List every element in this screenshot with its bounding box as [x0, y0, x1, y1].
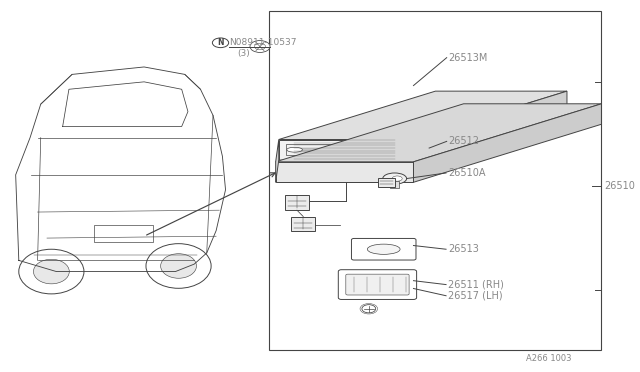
Polygon shape — [276, 162, 413, 182]
Ellipse shape — [287, 147, 303, 152]
Bar — [378, 178, 396, 187]
Bar — [285, 195, 309, 210]
Text: 26517 (LH): 26517 (LH) — [448, 291, 502, 301]
Circle shape — [212, 38, 228, 48]
Polygon shape — [410, 91, 567, 160]
Bar — [385, 133, 407, 140]
Text: N08911-10537: N08911-10537 — [228, 38, 296, 47]
Polygon shape — [413, 104, 602, 182]
Text: 26513M: 26513M — [448, 53, 487, 62]
Ellipse shape — [19, 249, 84, 294]
Text: 26510: 26510 — [605, 181, 636, 191]
Text: (3): (3) — [237, 49, 250, 58]
Polygon shape — [276, 104, 602, 162]
Polygon shape — [279, 91, 567, 140]
Bar — [390, 181, 399, 188]
Ellipse shape — [33, 259, 69, 284]
Ellipse shape — [383, 173, 406, 184]
Text: N: N — [217, 38, 224, 47]
Bar — [269, 11, 602, 350]
Ellipse shape — [146, 244, 211, 288]
Ellipse shape — [392, 176, 402, 181]
FancyBboxPatch shape — [351, 238, 416, 260]
Bar — [94, 225, 154, 242]
Polygon shape — [276, 140, 279, 182]
Polygon shape — [294, 149, 395, 151]
Circle shape — [362, 305, 376, 313]
Text: 26512: 26512 — [448, 137, 479, 146]
Text: 26511 (RH): 26511 (RH) — [448, 280, 504, 289]
Text: A266 1003: A266 1003 — [526, 354, 572, 363]
Circle shape — [250, 41, 270, 52]
Polygon shape — [279, 140, 410, 160]
Ellipse shape — [161, 254, 196, 278]
Text: 26510A: 26510A — [448, 168, 485, 178]
FancyBboxPatch shape — [346, 274, 409, 295]
FancyBboxPatch shape — [339, 270, 417, 299]
Bar — [291, 217, 315, 231]
Text: 26513: 26513 — [448, 244, 479, 254]
Polygon shape — [276, 160, 413, 182]
Ellipse shape — [367, 244, 400, 254]
